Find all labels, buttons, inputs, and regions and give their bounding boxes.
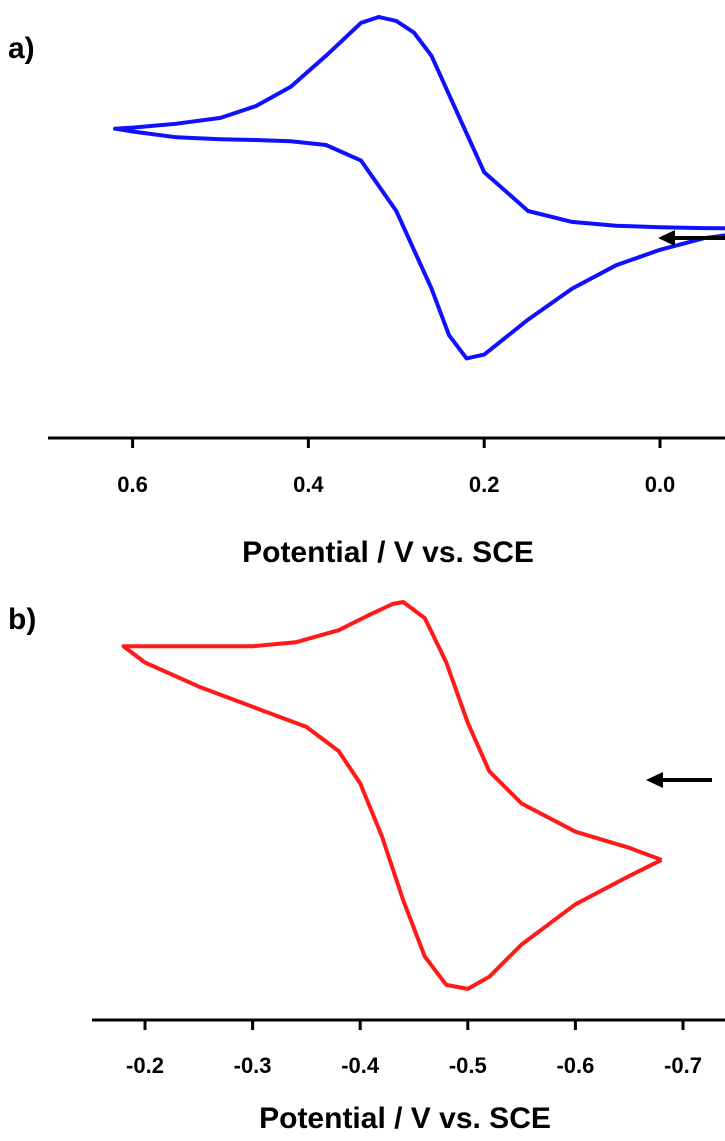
panel-b: b) -0.2 -0.3 -0.4 -0.5 -0.6 -0.7 Potential / … bbox=[8, 600, 725, 1135]
panel-b-x-tick-label: -0.2 bbox=[126, 1053, 164, 1078]
panel-a-x-ticks: 0.6 0.4 0.2 0.0 bbox=[117, 438, 675, 497]
panel-a-x-axis-title: Potential / V vs. SCE bbox=[242, 536, 534, 569]
panel-b-x-ticks: -0.2 -0.3 -0.4 -0.5 -0.6 -0.7 bbox=[126, 1020, 702, 1078]
panel-b-x-tick-label: -0.5 bbox=[449, 1053, 487, 1078]
panel-a-x-tick-label: 0.0 bbox=[645, 472, 676, 497]
panel-a: a) 0.6 0.4 0.2 0.0 Potential / V vs. SCE bbox=[8, 15, 725, 569]
panel-a-x-tick-label: 0.2 bbox=[469, 472, 500, 497]
panel-b-x-tick-label: -0.6 bbox=[556, 1053, 594, 1078]
panel-a-x-tick-label: 0.6 bbox=[117, 472, 148, 497]
panel-a-scan-arrow bbox=[658, 230, 725, 246]
panel-b-x-tick-label: -0.3 bbox=[234, 1053, 272, 1078]
panel-b-cv-curve bbox=[121, 600, 663, 991]
panel-b-scan-arrow bbox=[646, 772, 712, 788]
panel-a-cv-curve bbox=[113, 15, 725, 361]
panel-a-label: a) bbox=[8, 32, 35, 65]
panel-b-label: b) bbox=[8, 603, 36, 636]
panel-b-x-axis-title: Potential / V vs. SCE bbox=[259, 1102, 551, 1135]
panel-b-x-tick-label: -0.4 bbox=[341, 1053, 380, 1078]
panel-a-x-tick-label: 0.4 bbox=[293, 472, 324, 497]
panel-b-x-tick-label: -0.7 bbox=[664, 1053, 702, 1078]
